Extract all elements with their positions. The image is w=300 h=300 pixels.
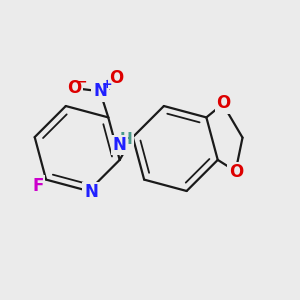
Text: N: N [113, 136, 127, 154]
Text: −: − [77, 75, 87, 88]
Text: N: N [84, 184, 98, 202]
Text: N: N [93, 82, 107, 100]
Text: O: O [110, 70, 124, 88]
Text: F: F [32, 177, 44, 195]
Text: +: + [101, 78, 112, 91]
Text: H: H [120, 131, 133, 146]
Text: O: O [216, 94, 230, 112]
Text: O: O [229, 164, 243, 181]
Text: O: O [67, 79, 82, 97]
